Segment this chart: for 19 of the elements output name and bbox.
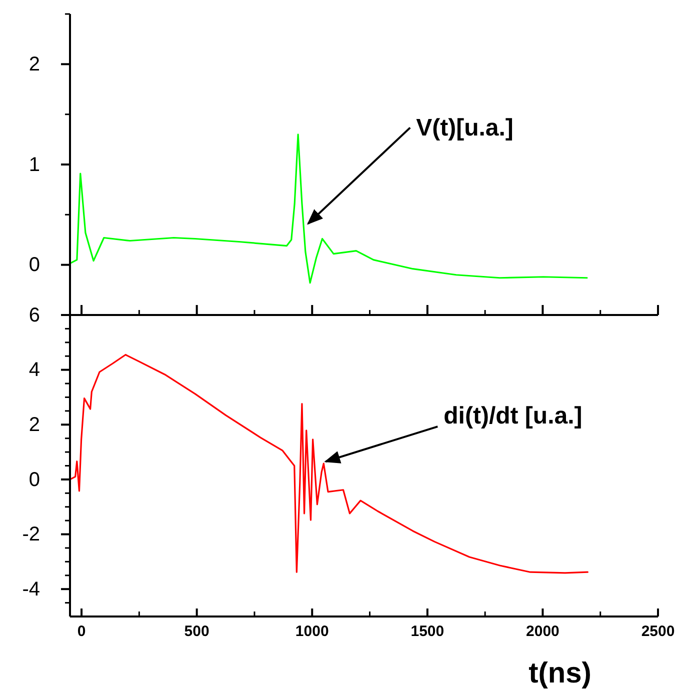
y-tick-label: 4 (28, 359, 40, 382)
x-tick-label: 500 (184, 623, 210, 640)
x-tick-label: 0 (77, 623, 86, 640)
x-tick-label: 1500 (410, 623, 444, 640)
x-tick-label: 2500 (641, 623, 675, 640)
y-tick-label: 6 (28, 304, 40, 326)
y-tick-label: 0 (28, 254, 40, 276)
y-tick-label: 0 (28, 468, 40, 491)
x-tick-label: 2000 (526, 623, 560, 640)
y-tick-label: -2 (22, 524, 40, 546)
y-tick-label: -4 (22, 578, 40, 600)
x-axis-title: t(ns) (528, 658, 592, 690)
y-tick-label: 1 (28, 154, 40, 176)
annotation: di(t)/dt [u.a.] (444, 402, 582, 430)
y-tick-label: 2 (28, 54, 40, 76)
annotation: V(t)[u.a.] (416, 114, 514, 142)
y-tick-label: 2 (28, 414, 40, 436)
line-series (69, 354, 588, 574)
x-tick-label: 1000 (295, 623, 329, 640)
